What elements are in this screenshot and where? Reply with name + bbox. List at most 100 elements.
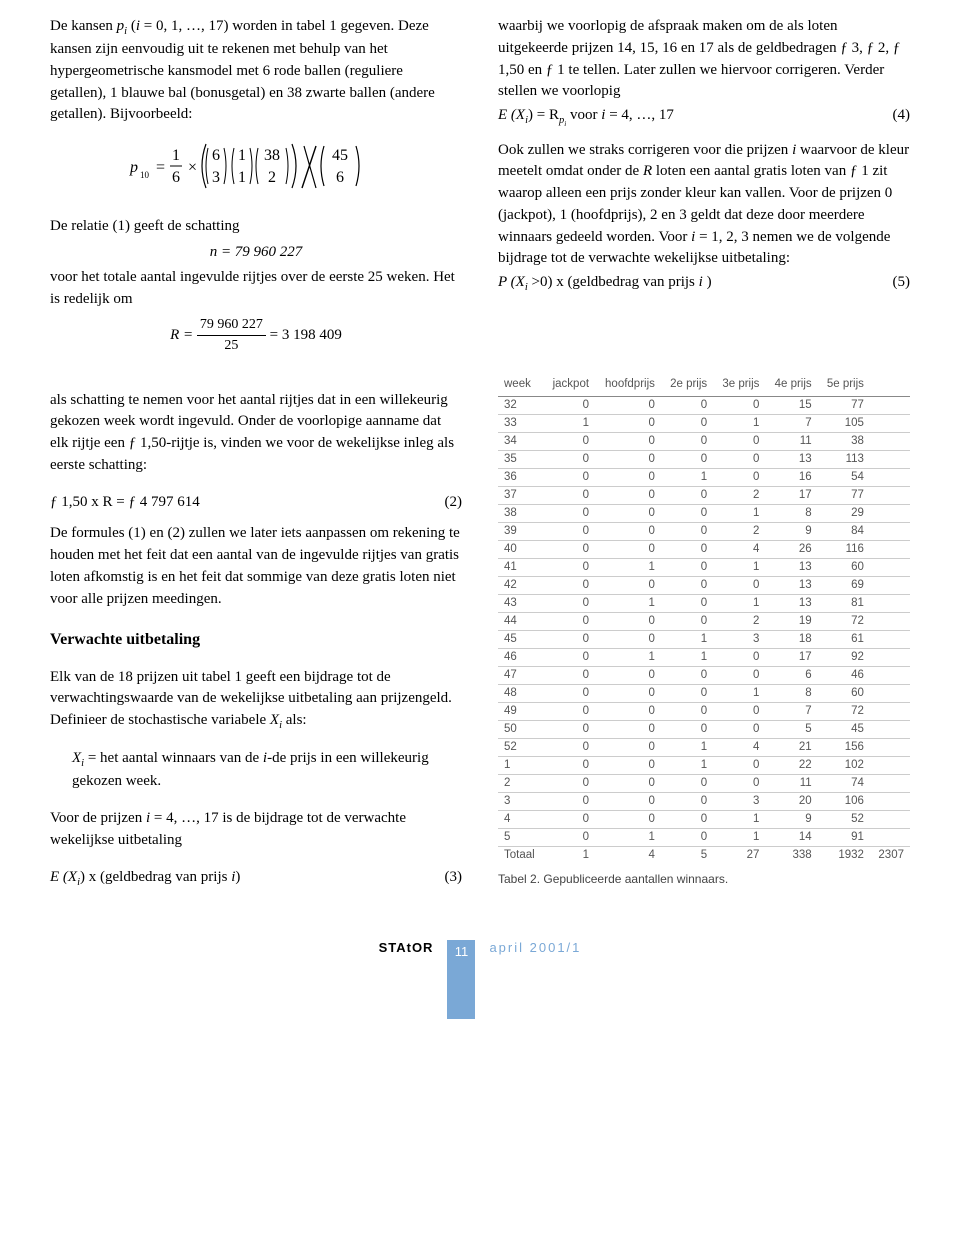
table-cell: 0 xyxy=(595,486,661,504)
table-cell: 0 xyxy=(713,648,765,666)
text: Voor de prijzen xyxy=(50,810,146,826)
table-cell: 0 xyxy=(661,450,713,468)
table-cell: 1 xyxy=(661,630,713,648)
table-cell: 0 xyxy=(543,648,595,666)
table-row: 501011491 xyxy=(498,828,910,846)
text: ) = R xyxy=(528,107,559,123)
table-row: 470000646 xyxy=(498,666,910,684)
table-cell: 102 xyxy=(818,756,870,774)
svg-text:38: 38 xyxy=(264,147,280,164)
page: De kansen pi (i = 0, 1, …, 17) worden in… xyxy=(0,0,960,1059)
svg-text:6: 6 xyxy=(336,169,344,186)
table-cell: 17 xyxy=(765,648,817,666)
svg-text:1: 1 xyxy=(172,147,180,164)
table-cell: 36 xyxy=(498,468,543,486)
table-cell: 0 xyxy=(713,432,765,450)
table-cell: 0 xyxy=(543,810,595,828)
table-cell-empty xyxy=(870,504,910,522)
table-cell: 47 xyxy=(498,666,543,684)
table-row: 3400001138 xyxy=(498,432,910,450)
R-fraction: 79 960 227 25 xyxy=(197,315,266,357)
R-pre: R = xyxy=(170,327,197,343)
left-column: De kansen pi (i = 0, 1, …, 17) worden in… xyxy=(50,16,462,361)
table-cell-empty xyxy=(870,630,910,648)
table-cell: 0 xyxy=(661,540,713,558)
table-cell: 0 xyxy=(713,468,765,486)
table-cell: 4 xyxy=(713,738,765,756)
table-header-cell: jackpot xyxy=(543,375,595,397)
table-header-row: weekjackpothoofdprijs2e prijs3e prijs4e … xyxy=(498,375,910,397)
table-cell: 0 xyxy=(661,576,713,594)
left-para-1: De kansen pi (i = 0, 1, …, 17) worden in… xyxy=(50,16,462,126)
table-cell: 42 xyxy=(498,576,543,594)
text: De kansen xyxy=(50,18,117,34)
footer-issue: april 2001/1 xyxy=(489,940,581,955)
table-cell: 0 xyxy=(595,684,661,702)
table-cell-empty xyxy=(870,648,910,666)
table-cell: 2 xyxy=(713,522,765,540)
table-cell: 0 xyxy=(661,684,713,702)
table-cell-empty xyxy=(870,774,910,792)
table-cell: 91 xyxy=(818,828,870,846)
table-cell: 1 xyxy=(713,594,765,612)
n-eq-text: n = 79 960 227 xyxy=(210,244,303,260)
table-cell: 0 xyxy=(595,702,661,720)
table-cell: 0 xyxy=(661,414,713,432)
table-cell: 0 xyxy=(661,810,713,828)
text: E (X xyxy=(498,107,525,123)
table-row: 3600101654 xyxy=(498,468,910,486)
table-cell: 8 xyxy=(765,504,817,522)
table-cell: 0 xyxy=(595,630,661,648)
table-cell-empty xyxy=(870,684,910,702)
table-row: 40001952 xyxy=(498,810,910,828)
table-cell-empty xyxy=(870,702,910,720)
var-X: X xyxy=(270,712,279,728)
table-cell: 48 xyxy=(498,684,543,702)
table-cell: 41 xyxy=(498,558,543,576)
right-column: waarbij we voorlopig de afspraak maken o… xyxy=(498,16,910,361)
table-cell: 0 xyxy=(595,810,661,828)
table-cell: 60 xyxy=(818,558,870,576)
table-cell: 0 xyxy=(543,702,595,720)
table-cell-empty xyxy=(870,486,910,504)
table-cell: 60 xyxy=(818,684,870,702)
table-cell-empty xyxy=(870,738,910,756)
right-para-2: Ook zullen we straks corrigeren voor die… xyxy=(498,140,910,271)
table-cell: 0 xyxy=(595,432,661,450)
R-den: 25 xyxy=(197,336,266,356)
table-row: 490000772 xyxy=(498,702,910,720)
table-row: 500000545 xyxy=(498,720,910,738)
equation-2: ƒ 1,50 x R = ƒ 4 797 614 (2) xyxy=(50,492,462,514)
table-cell: 1 xyxy=(595,828,661,846)
table-cell: 0 xyxy=(543,630,595,648)
table-cell: 1 xyxy=(713,810,765,828)
table-cell: 0 xyxy=(713,666,765,684)
table-cell: 72 xyxy=(818,702,870,720)
table-cell: 38 xyxy=(498,504,543,522)
table-cell-empty xyxy=(870,576,910,594)
table-cell: 0 xyxy=(543,486,595,504)
table-cell: 5 xyxy=(765,720,817,738)
table-row: 380001829 xyxy=(498,504,910,522)
table-cell-empty xyxy=(870,558,910,576)
table-cell: 1 xyxy=(498,756,543,774)
table-cell: 1 xyxy=(661,468,713,486)
table-cell: 29 xyxy=(818,504,870,522)
table-cell-empty xyxy=(870,522,910,540)
text: voor xyxy=(566,107,601,123)
table-cell: 81 xyxy=(818,594,870,612)
table-cell: 0 xyxy=(661,594,713,612)
table-cell: 3 xyxy=(498,792,543,810)
table-row: 200001174 xyxy=(498,774,910,792)
right-para-1: waarbij we voorlopig de afspraak maken o… xyxy=(498,16,910,103)
table-cell: 0 xyxy=(661,522,713,540)
footer-page-number: 11 xyxy=(447,940,475,1019)
table-header-cell: 4e prijs xyxy=(765,375,817,397)
table-cell: 9 xyxy=(765,810,817,828)
table-caption: Tabel 2. Gepubliceerde aantallen winnaar… xyxy=(498,872,910,886)
table-cell: 0 xyxy=(595,468,661,486)
svg-text:=: = xyxy=(156,159,165,176)
table-cell: 0 xyxy=(595,738,661,756)
table-cell: 14 xyxy=(765,828,817,846)
eq2-body: ƒ 1,50 x R = ƒ 4 797 614 xyxy=(50,492,200,514)
